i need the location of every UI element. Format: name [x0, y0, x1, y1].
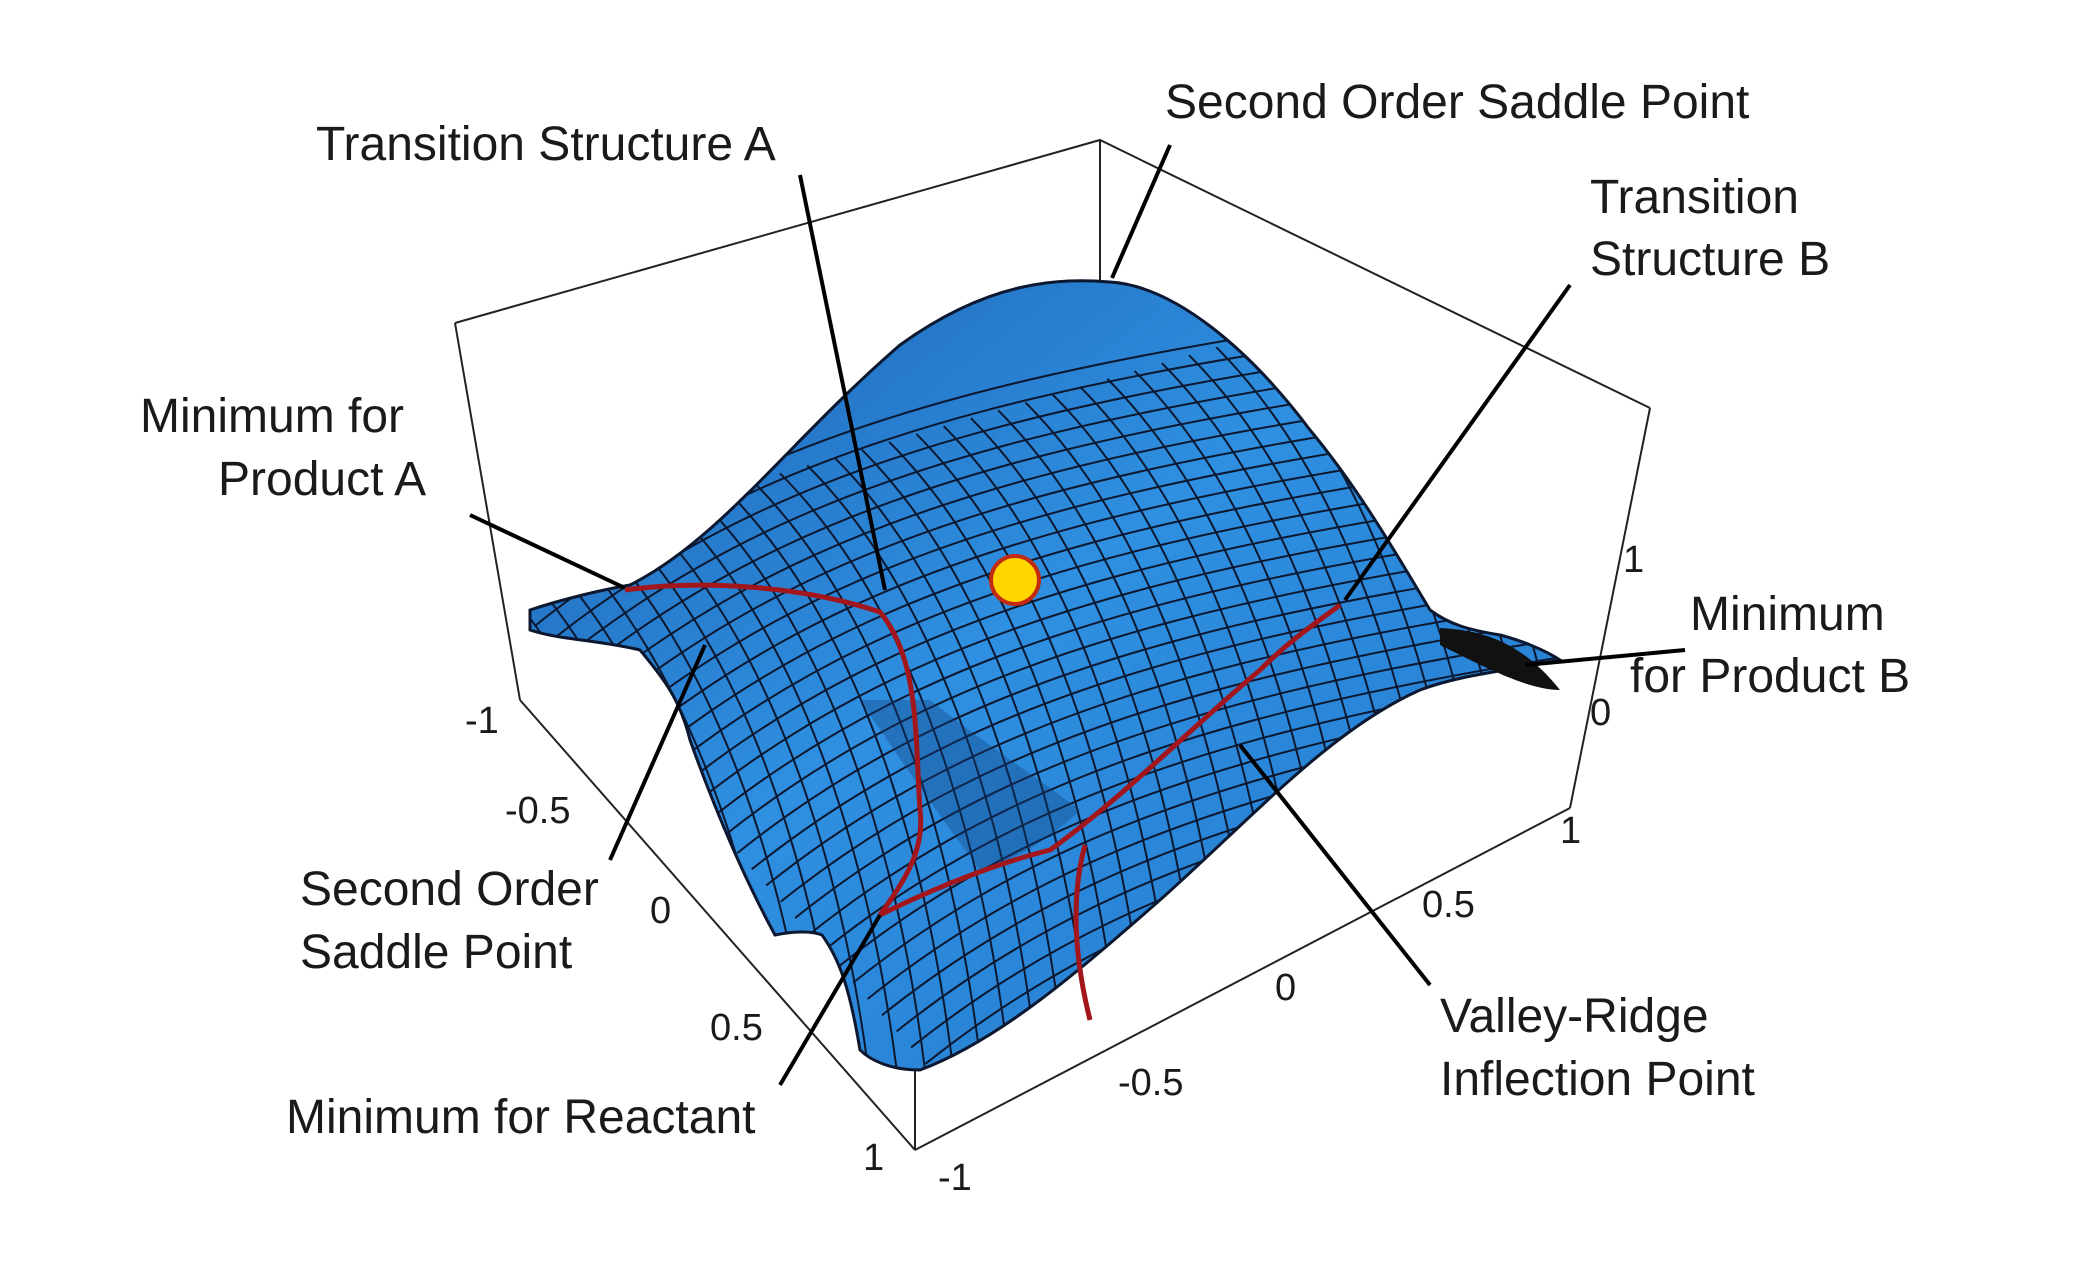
leader-second-order-saddle-top	[1110, 144, 1172, 279]
mesh-line-u	[697, 496, 930, 1070]
mesh-line-v	[837, 635, 1560, 968]
label-valley-ridge-2: Inflection Point	[1440, 1053, 1755, 1106]
label-transition-structure-b-2: Structure B	[1590, 233, 1830, 286]
mesh-line-v	[693, 473, 1560, 806]
label-transition-structure-a: Transition Structure A	[316, 118, 776, 171]
bounding-box	[454, 138, 1651, 1151]
box-right-vertical	[1569, 407, 1651, 809]
tick-left-4: 1	[863, 1137, 884, 1179]
mesh-line-u	[833, 456, 1066, 1058]
mesh-line-v	[794, 586, 1560, 919]
tick-front-2: 0	[1275, 967, 1296, 1009]
mesh-line-v	[823, 619, 1560, 952]
mesh-line-u	[670, 504, 902, 1070]
mesh-line-v	[809, 603, 1560, 935]
axis-ticks: -1 -0.5 0 0.5 1 -1 -0.5 0 0.5 1 1 0	[465, 539, 1644, 1199]
tick-front-3: 0.5	[1422, 884, 1475, 926]
leader-min-reactant	[778, 913, 882, 1087]
leader-min-product-b	[1524, 648, 1686, 667]
mesh-line-v	[707, 489, 1560, 822]
mesh-line-u	[806, 464, 1039, 1066]
mesh-line-v	[765, 554, 1560, 887]
box-left-back-vertical	[454, 322, 521, 701]
path-to-product-a	[624, 582, 924, 917]
tick-left-0: -1	[465, 700, 499, 742]
mesh-line-v	[852, 651, 1560, 984]
tick-vertical-1: 0	[1590, 692, 1611, 734]
mesh-line-u	[724, 488, 957, 1070]
valley-ridge-marker	[989, 554, 1041, 606]
label-min-product-b-2: for Product B	[1630, 650, 1910, 703]
product-b-tail	[1440, 628, 1560, 690]
mesh-line-v	[751, 538, 1560, 871]
tick-front-4: 1	[1560, 810, 1581, 852]
leader-transition-structure-b	[1343, 283, 1572, 602]
label-min-product-a-2: Product A	[218, 453, 426, 506]
label-min-product-a-1: Minimum for	[140, 390, 404, 443]
leader-second-order-saddle-left	[608, 644, 707, 861]
leader-valley-ridge	[1238, 743, 1432, 987]
mesh-line-u	[642, 512, 875, 1070]
mesh-line-v	[664, 441, 1560, 773]
tick-vertical-0: 1	[1623, 539, 1644, 581]
leader-lines	[469, 144, 1686, 1087]
label-min-reactant: Minimum for Reactant	[286, 1091, 755, 1144]
tick-left-1: -0.5	[505, 790, 570, 832]
mesh-line-v	[722, 505, 1560, 838]
tick-left-3: 0.5	[710, 1007, 763, 1049]
label-transition-structure-b-1: Transition	[1590, 171, 1799, 224]
leader-min-product-a	[469, 513, 626, 590]
label-min-product-b-1: Minimum	[1690, 588, 1885, 641]
box-left-base-edge	[519, 699, 916, 1151]
label-second-order-saddle-top: Second Order Saddle Point	[1165, 76, 1749, 129]
label-second-order-saddle-left-1: Second Order	[300, 863, 599, 916]
mesh-line-u	[915, 433, 1148, 1035]
reaction-paths	[624, 582, 1342, 1021]
mesh-line-v	[780, 570, 1560, 903]
label-valley-ridge-1: Valley-Ridge	[1440, 990, 1709, 1043]
mesh-line-v	[736, 522, 1560, 854]
mesh-line-v	[678, 457, 1560, 790]
annotations: Transition Structure A Second Order Sadd…	[140, 76, 1910, 1144]
box-front-base-edge	[914, 807, 1571, 1151]
label-second-order-saddle-left-2: Saddle Point	[300, 926, 572, 979]
tick-front-1: -0.5	[1118, 1062, 1183, 1104]
leader-transition-structure-a	[798, 174, 887, 591]
tick-left-2: 0	[650, 890, 671, 932]
path-bifurcation-branch	[1073, 844, 1093, 1021]
tick-front-0: -1	[938, 1157, 972, 1199]
path-to-product-b	[878, 602, 1342, 918]
